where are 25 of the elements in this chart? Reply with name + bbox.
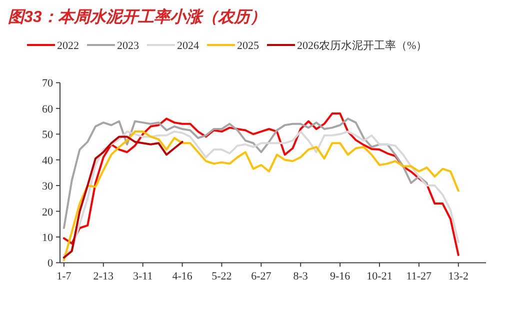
x-tick-label: 3-11 (132, 270, 153, 283)
x-tick-label: 5-22 (212, 270, 232, 283)
y-tick-label: 70 (42, 78, 54, 90)
x-tick-label: 13-2 (448, 270, 468, 283)
y-tick-label: 0 (48, 258, 54, 270)
y-tick-label: 20 (42, 206, 54, 218)
x-tick-label: 10-21 (366, 270, 392, 283)
y-tick-label: 50 (42, 129, 54, 142)
x-tick-label: 4-16 (172, 270, 193, 283)
y-tick-label: 40 (42, 154, 54, 167)
x-tick-label: 8-3 (293, 270, 308, 283)
y-tick-label: 10 (42, 232, 54, 244)
x-tick-label: 11-27 (406, 270, 432, 283)
x-tick-label: 9-16 (330, 270, 351, 283)
x-tick-label: 6-27 (251, 270, 272, 283)
legend-label: 2026农历水泥开工率（%） (297, 39, 428, 52)
y-tick-label: 60 (42, 103, 54, 116)
x-tick-label: 2-13 (93, 270, 114, 283)
x-tick-label: 1-7 (56, 270, 72, 283)
legend-label: 2025 (237, 40, 260, 52)
legend-label: 2024 (177, 40, 200, 52)
legend-label: 2023 (117, 40, 140, 52)
y-tick-label: 30 (42, 180, 54, 193)
chart-title: 图33：本周水泥开工率小涨（农历） (8, 7, 266, 26)
legend-label: 2022 (57, 40, 79, 52)
